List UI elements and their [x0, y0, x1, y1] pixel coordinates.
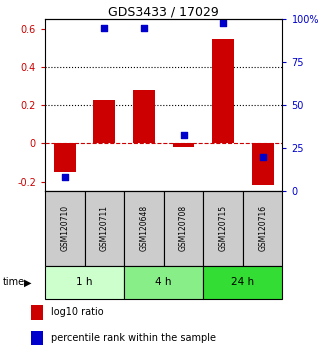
Point — [102, 25, 107, 31]
Text: GSM120716: GSM120716 — [258, 205, 267, 251]
Text: GSM120648: GSM120648 — [139, 205, 148, 251]
Point — [141, 25, 146, 31]
Bar — [45, 191, 84, 266]
Bar — [31, 305, 43, 320]
Text: GSM120710: GSM120710 — [60, 205, 69, 251]
Bar — [173, 143, 195, 147]
Bar — [252, 143, 273, 185]
Text: time: time — [3, 277, 25, 287]
Bar — [84, 191, 124, 266]
Bar — [31, 331, 43, 346]
Text: log10 ratio: log10 ratio — [51, 308, 104, 318]
Bar — [45, 266, 124, 299]
Text: ▶: ▶ — [24, 277, 31, 287]
Bar — [203, 191, 243, 266]
Title: GDS3433 / 17029: GDS3433 / 17029 — [108, 5, 219, 18]
Text: 24 h: 24 h — [231, 277, 255, 287]
Bar — [133, 90, 155, 143]
Text: 1 h: 1 h — [76, 277, 93, 287]
Bar — [243, 191, 282, 266]
Point — [221, 20, 226, 26]
Bar — [212, 39, 234, 143]
Point — [260, 154, 265, 160]
Bar — [164, 191, 203, 266]
Text: percentile rank within the sample: percentile rank within the sample — [51, 333, 216, 343]
Text: GSM120708: GSM120708 — [179, 205, 188, 251]
Text: GSM120715: GSM120715 — [219, 205, 228, 251]
Point — [62, 175, 67, 180]
Bar — [124, 191, 164, 266]
Bar — [93, 99, 115, 143]
Point — [181, 132, 186, 137]
Text: 4 h: 4 h — [155, 277, 172, 287]
Bar — [124, 266, 203, 299]
Bar — [54, 143, 76, 172]
Bar — [203, 266, 282, 299]
Text: GSM120711: GSM120711 — [100, 205, 109, 251]
